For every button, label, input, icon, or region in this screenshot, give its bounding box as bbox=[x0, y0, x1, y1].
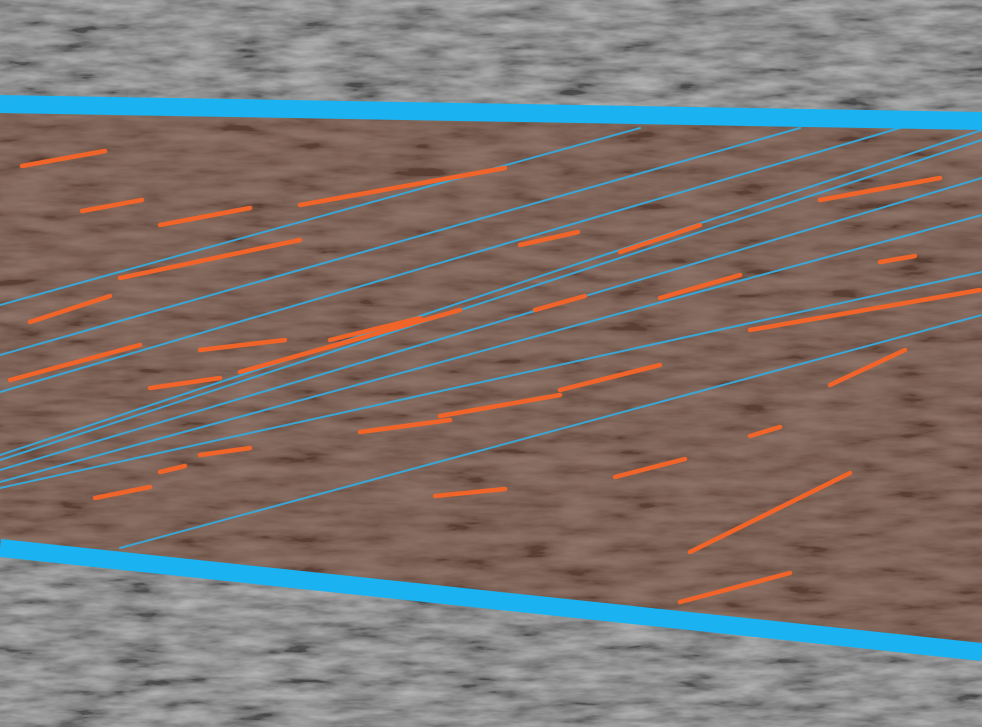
fiber-segment bbox=[687, 470, 853, 555]
fascicle-line bbox=[0, 271, 982, 489]
fiber-segment bbox=[297, 165, 508, 208]
fiber-segment bbox=[817, 175, 943, 203]
fiber-segment bbox=[327, 315, 423, 343]
fiber-segment bbox=[877, 253, 918, 265]
deep-aponeurosis-line bbox=[0, 539, 982, 661]
fascicle-line bbox=[0, 127, 801, 356]
fascicle-line bbox=[0, 129, 982, 456]
fiber-segment bbox=[197, 337, 288, 353]
fiber-segment bbox=[157, 205, 253, 228]
fiber-segment bbox=[517, 229, 581, 248]
fiber-segment bbox=[437, 392, 563, 419]
fascicle-line bbox=[0, 214, 982, 483]
fiber-segment bbox=[19, 148, 108, 169]
fiber-segment bbox=[7, 342, 143, 383]
fiber-segment bbox=[197, 445, 253, 458]
superficial-aponeurosis-line bbox=[0, 95, 982, 130]
fascicle-lines bbox=[0, 127, 982, 549]
fiber-segment bbox=[357, 417, 453, 435]
fascicle-line bbox=[119, 314, 982, 549]
fiber-segment bbox=[557, 362, 663, 393]
fiber-segment bbox=[79, 197, 145, 214]
fiber-segment bbox=[747, 287, 982, 333]
fiber-segment bbox=[827, 347, 908, 388]
fascicle-line bbox=[0, 139, 982, 461]
fascicle-line bbox=[0, 127, 641, 306]
fiber-segment bbox=[617, 222, 703, 255]
fiber-segment bbox=[117, 237, 303, 281]
fiber-segment bbox=[657, 272, 743, 301]
fiber-segment bbox=[747, 424, 783, 439]
fascicle-line bbox=[0, 127, 901, 393]
fiber-segment bbox=[677, 570, 793, 605]
fiber-segment bbox=[237, 307, 463, 375]
fiber-segment bbox=[147, 375, 223, 391]
fiber-segment bbox=[157, 463, 188, 475]
fiber-segment bbox=[612, 456, 688, 480]
fiber-segment bbox=[532, 293, 588, 313]
fascicle-line bbox=[0, 177, 982, 471]
fiber-segment bbox=[92, 484, 153, 501]
fiber-segment bbox=[27, 293, 113, 325]
fiber-segments bbox=[7, 148, 982, 605]
fiber-segment bbox=[432, 486, 508, 499]
